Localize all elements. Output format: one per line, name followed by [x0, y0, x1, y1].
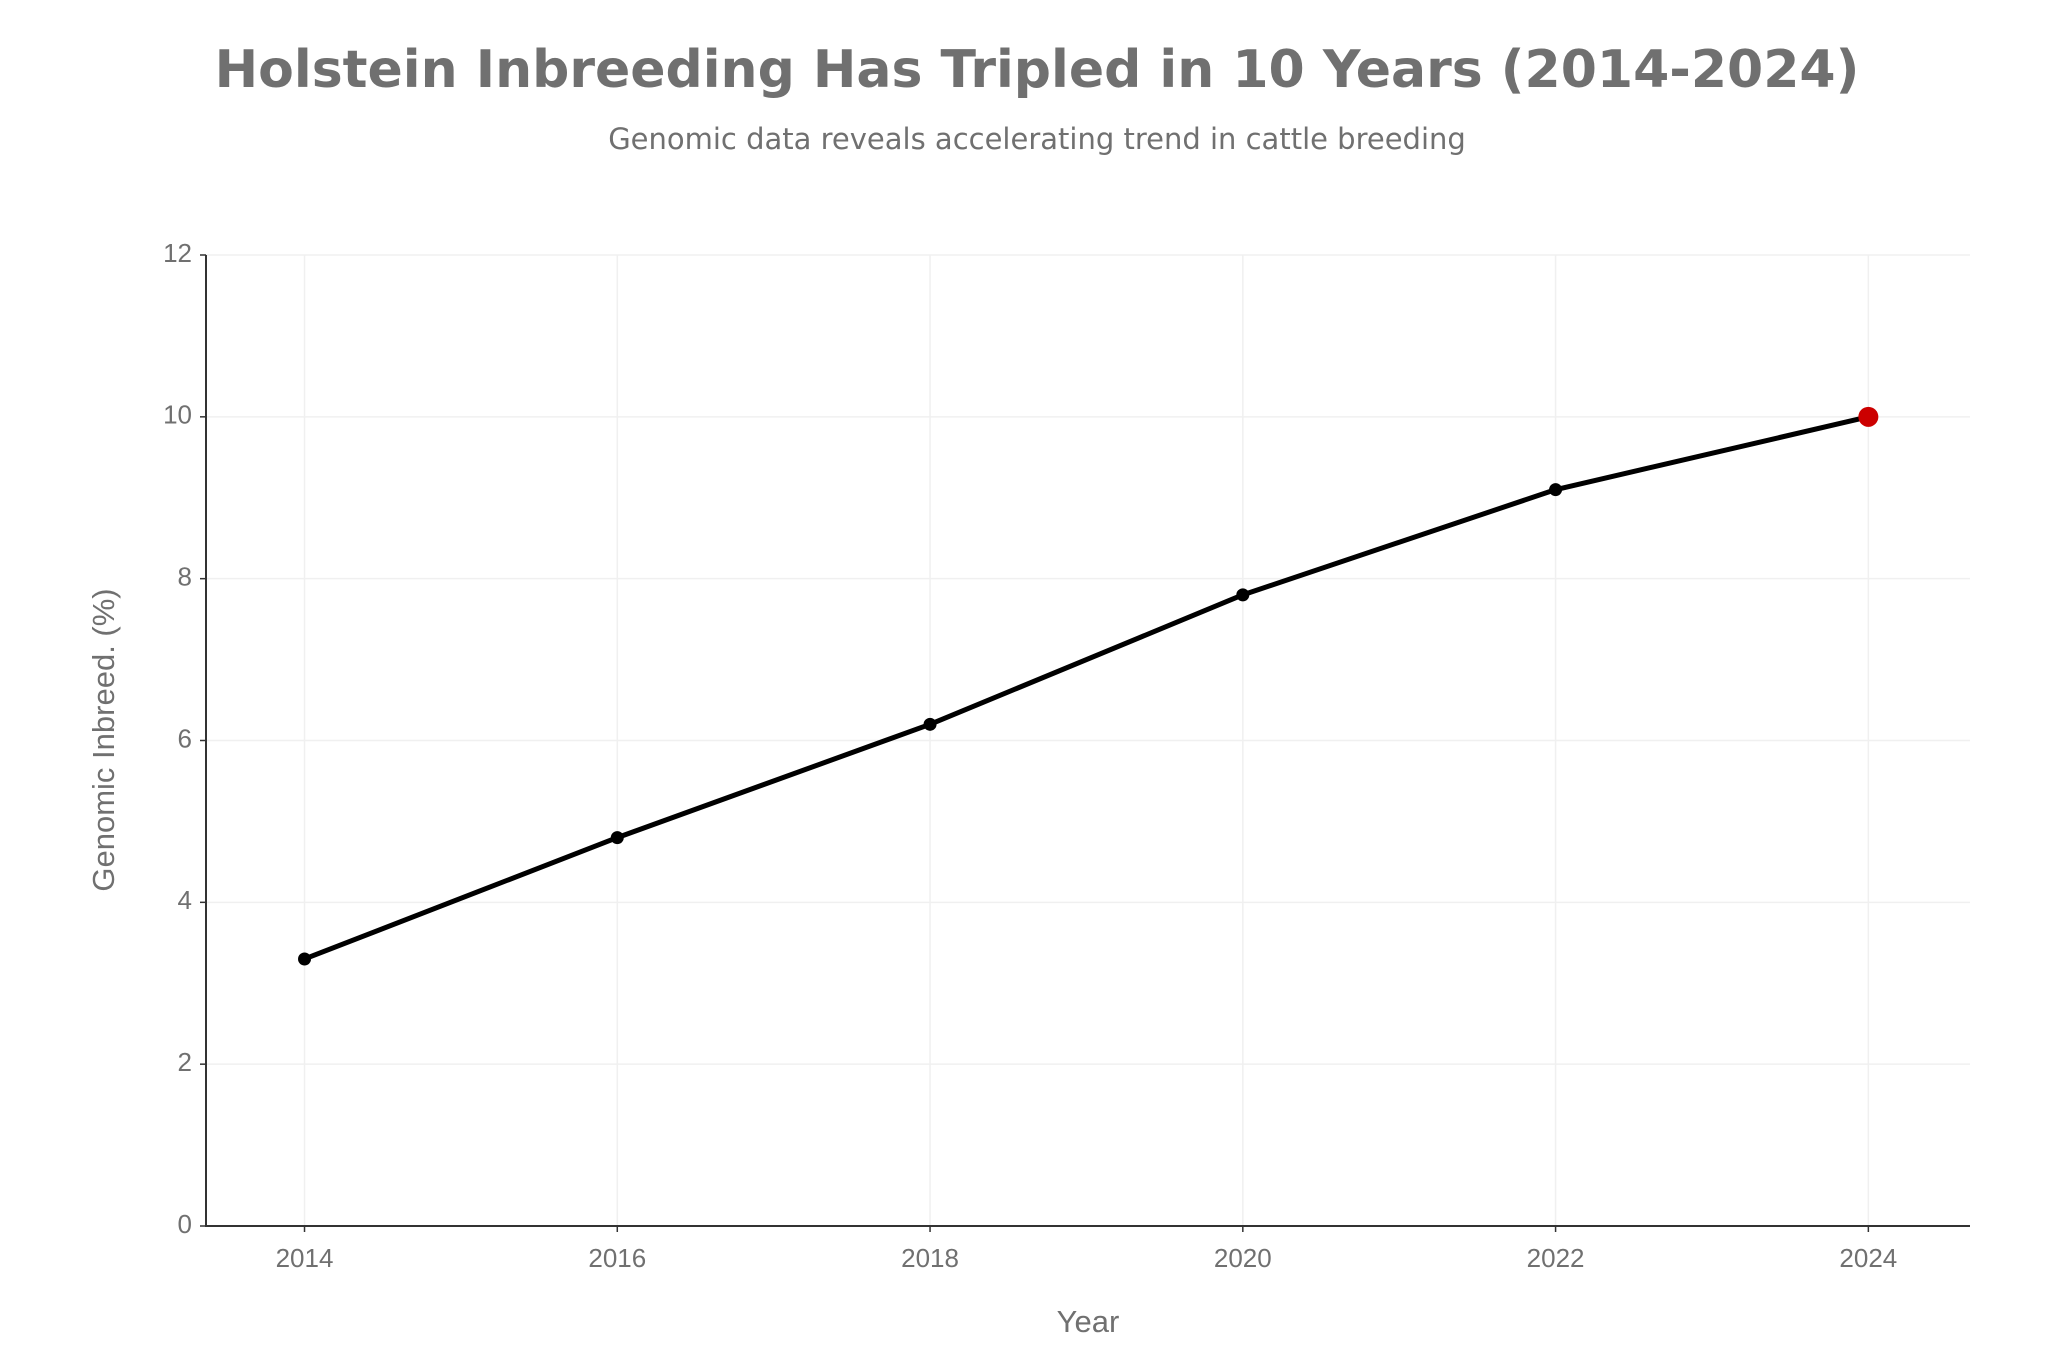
x-tick-label: 2022: [1527, 1243, 1585, 1273]
point: [1236, 588, 1250, 602]
line: [303, 414, 1869, 962]
y-tick-label: 12: [163, 238, 192, 268]
point: [1549, 483, 1563, 497]
x-tick-label: 2014: [276, 1243, 334, 1273]
x-tick-label: 2018: [901, 1243, 959, 1273]
x-axis-label: Year: [1057, 1304, 1120, 1339]
y-axis-label: Genomic Inbreed. (%): [86, 588, 121, 891]
x-tick-label: 2020: [1214, 1243, 1272, 1273]
chart-title: Holstein Inbreeding Has Tripled in 10 Ye…: [215, 40, 1860, 100]
grid: [206, 254, 1970, 1227]
y-tick-label: 2: [178, 1047, 192, 1077]
y-tick-label: 6: [178, 723, 192, 753]
x-tick-label: 2016: [588, 1243, 646, 1273]
y-tick-label: 0: [178, 1209, 192, 1239]
point: [1858, 406, 1879, 427]
x-tick-label: 2024: [1839, 1243, 1897, 1273]
point: [923, 717, 937, 731]
y-tick-label: 8: [178, 562, 192, 592]
chart-subtitle: Genomic data reveals accelerating trend …: [608, 122, 1466, 156]
point: [610, 831, 624, 845]
y-tick-label: 10: [163, 400, 192, 430]
point: [298, 952, 312, 966]
y-tick-label: 4: [178, 885, 192, 915]
